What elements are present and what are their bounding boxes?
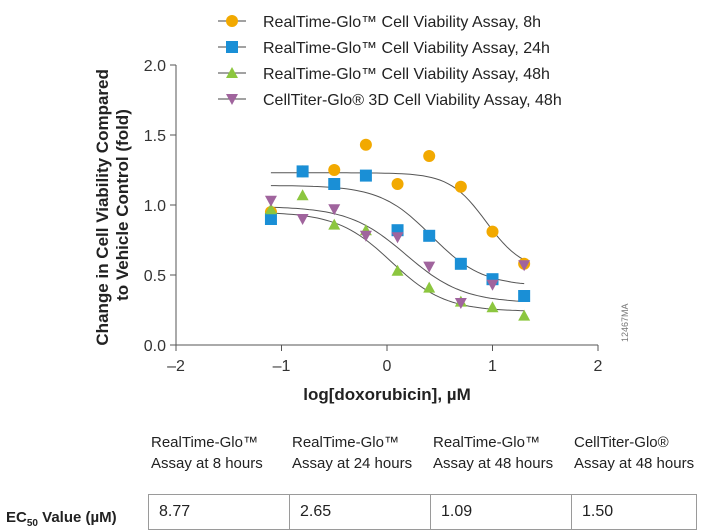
- legend-entry-1: RealTime-Glo™ Cell Viability Assay, 8h: [218, 14, 541, 31]
- y-axis-title: Change in Cell Viability Compared to Veh…: [93, 64, 132, 345]
- fit-curve-series-2: [270, 185, 525, 285]
- data-point: [264, 203, 277, 215]
- col-header-rtg-8h: RealTime-Glo™ Assay at 8 hours: [151, 432, 263, 474]
- col-header-line: Assay at 8 hours: [151, 455, 263, 472]
- data-point: [359, 138, 372, 151]
- chart-legend: RealTime-Glo™ Cell Viability Assay, 8h Re…: [218, 14, 562, 109]
- col-header-line: Assay at 48 hours: [433, 455, 554, 472]
- data-point: [486, 225, 499, 238]
- data-point: [518, 309, 531, 321]
- data-point: [328, 204, 341, 216]
- data-point: [423, 261, 436, 273]
- data-points: [264, 138, 531, 321]
- ec50-label-subscript: 50: [26, 518, 38, 529]
- data-point: [328, 178, 341, 190]
- data-point: [518, 260, 531, 272]
- y-tick-label: 1.5: [144, 128, 166, 145]
- fit-curve-series-1: [270, 172, 525, 261]
- data-point: [359, 169, 372, 182]
- legend-marker: [226, 67, 238, 78]
- y-axis-title-line-2: to Vehicle Control (fold): [113, 109, 132, 301]
- data-point: [391, 178, 404, 190]
- ec50-table: RealTime-Glo™ Assay at 8 hours RealTime-…: [0, 430, 701, 531]
- data-point: [454, 257, 467, 270]
- y-tick-label: 0.0: [144, 338, 166, 355]
- ec50-row-label: EC50 Value (µM): [6, 509, 117, 529]
- col-header-line: RealTime-Glo™: [292, 434, 399, 451]
- legend-entry-3: RealTime-Glo™ Cell Viability Assay, 48h: [218, 66, 550, 83]
- legend-marker: [226, 41, 238, 53]
- x-tick-label: 2: [594, 358, 603, 375]
- legend-entry-4: CellTiter-Glo® 3D Cell Viability Assay, …: [218, 92, 562, 109]
- data-point: [423, 229, 436, 242]
- data-point: [264, 195, 277, 207]
- x-tick-label: 0: [383, 358, 392, 375]
- y-tick-label: 2.0: [144, 58, 166, 75]
- data-point: [391, 232, 404, 244]
- x-tick-label: 1: [488, 358, 497, 375]
- y-tick-label: 1.0: [144, 198, 166, 215]
- data-point: [264, 213, 277, 225]
- data-point: [328, 164, 341, 176]
- y-tick-label: 0.5: [144, 268, 166, 285]
- legend-label: CellTiter-Glo® 3D Cell Viability Assay, …: [263, 92, 562, 109]
- y-axis-title-line-1: Change in Cell Viability Compared: [93, 69, 112, 345]
- col-header-line: CellTiter-Glo®: [574, 434, 669, 451]
- ec50-label-prefix: EC: [6, 509, 27, 526]
- ec50-value-ctg-48h: 1.50: [571, 494, 697, 530]
- col-header-rtg-24h: RealTime-Glo™ Assay at 24 hours: [292, 432, 412, 474]
- data-point: [518, 290, 531, 302]
- legend-label: RealTime-Glo™ Cell Viability Assay, 8h: [263, 14, 541, 31]
- legend-entry-2: RealTime-Glo™ Cell Viability Assay, 24h: [218, 40, 550, 57]
- col-header-rtg-48h: RealTime-Glo™ Assay at 48 hours: [433, 432, 553, 474]
- data-point: [454, 298, 467, 309]
- ec50-value-rtg-48h: 1.09: [430, 494, 572, 530]
- col-header-ctg-48h: CellTiter-Glo® Assay at 48 hours: [574, 432, 694, 474]
- data-point: [328, 218, 341, 230]
- data-point: [296, 189, 309, 201]
- data-point: [423, 150, 436, 162]
- data-point: [486, 279, 499, 291]
- legend-marker: [226, 15, 238, 27]
- data-point: [486, 301, 499, 313]
- fit-curve-series-4: [270, 206, 525, 302]
- series-1-points: [264, 138, 531, 270]
- series-4-points: [264, 195, 531, 309]
- col-header-line: RealTime-Glo™: [151, 434, 258, 451]
- ec50-value-rtg-24h: 2.65: [289, 494, 431, 530]
- x-tick-label: –2: [167, 358, 185, 375]
- data-point: [454, 180, 467, 193]
- chart-axes: 0.0 0.5 1.0 1.5 2.0 –2 –1 0 1 2: [144, 58, 603, 375]
- col-header-line: RealTime-Glo™: [433, 434, 540, 451]
- data-point: [391, 264, 404, 276]
- data-point: [359, 230, 372, 242]
- legend-marker: [226, 94, 238, 105]
- ec50-label-suffix: Value (µM): [37, 509, 117, 526]
- dose-response-chart: 0.0 0.5 1.0 1.5 2.0 –2 –1 0 1 2 RealTime-Glo™ Cel…: [93, 14, 630, 404]
- ec50-value-rtg-8h: 8.77: [148, 494, 290, 530]
- data-point: [423, 281, 436, 293]
- data-point: [296, 214, 309, 225]
- col-header-line: Assay at 48 hours: [574, 455, 695, 472]
- col-header-line: Assay at 24 hours: [292, 455, 413, 472]
- legend-label: RealTime-Glo™ Cell Viability Assay, 24h: [263, 40, 550, 57]
- legend-label: RealTime-Glo™ Cell Viability Assay, 48h: [263, 66, 550, 83]
- x-tick-label: –1: [273, 358, 291, 375]
- x-axis-title: log[doxorubicin], µM: [303, 385, 471, 404]
- figure-id-watermark: 12467MA: [620, 303, 630, 342]
- data-point: [296, 165, 309, 178]
